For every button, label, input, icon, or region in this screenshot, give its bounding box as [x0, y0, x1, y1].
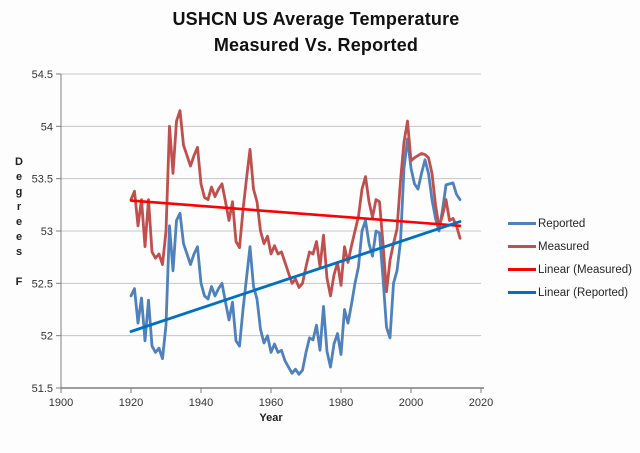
legend-item-measured: Measured [508, 235, 632, 258]
x-tick-label: 1900 [49, 397, 73, 409]
reported-line-marker-icon [508, 222, 536, 225]
linear-reported-line-marker-icon [508, 291, 536, 294]
chart-title: USHCN US Average Temperature Measured Vs… [0, 6, 632, 58]
legend-label: Reported [538, 217, 586, 230]
y-tick-label: 54.5 [32, 69, 53, 81]
legend-label: Measured [538, 240, 590, 253]
legend-item-linear-reported: Linear (Reported) [508, 281, 632, 304]
series-line-reported [129, 137, 462, 376]
chart-title-line1: USHCN US Average Temperature [172, 9, 460, 29]
series-line-linear-measured [129, 199, 462, 228]
series-line-linear-reported [129, 220, 462, 333]
linear-measured-line-marker-icon [508, 268, 536, 271]
y-tick-label: 53.5 [32, 174, 53, 186]
y-tick-label: 52 [41, 331, 53, 343]
legend-label: Linear (Reported) [538, 286, 629, 299]
x-tick-label: 1980 [329, 397, 353, 409]
legend-item-reported: Reported [508, 212, 632, 235]
y-tick-label: 52.5 [32, 278, 53, 290]
series-line-measured [129, 109, 462, 298]
legend: Reported Measured Linear (Measured) Line… [508, 212, 632, 304]
x-tick-label: 2000 [399, 397, 423, 409]
y-tick-label: 51.5 [32, 383, 53, 395]
x-axis-title: Year [259, 412, 283, 424]
x-tick-label: 1940 [189, 397, 213, 409]
x-tick-label: 2020 [469, 397, 493, 409]
y-tick-label: 54 [41, 121, 53, 133]
x-tick-label: 1960 [259, 397, 283, 409]
x-tick-label: 1920 [119, 397, 143, 409]
legend-item-linear-measured: Linear (Measured) [508, 258, 632, 281]
chart-title-line2: Measured Vs. Reported [213, 35, 419, 55]
measured-line-marker-icon [508, 245, 536, 248]
legend-label: Linear (Measured) [538, 263, 632, 276]
y-tick-label: 53 [41, 226, 53, 238]
y-axis-title: Degrees F [13, 156, 25, 291]
